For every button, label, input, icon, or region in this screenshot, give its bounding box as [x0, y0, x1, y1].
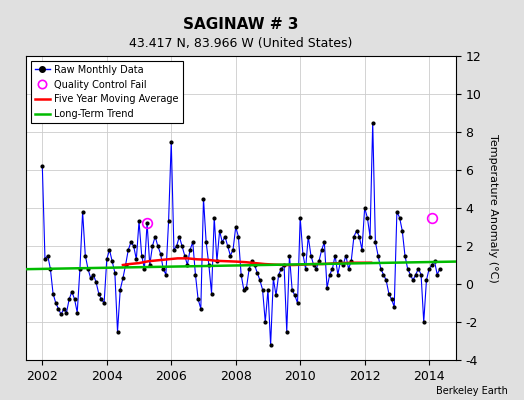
Text: SAGINAW # 3: SAGINAW # 3 — [183, 17, 299, 32]
Text: 43.417 N, 83.966 W (United States): 43.417 N, 83.966 W (United States) — [129, 37, 353, 50]
Text: Berkeley Earth: Berkeley Earth — [436, 386, 508, 396]
Y-axis label: Temperature Anomaly (°C): Temperature Anomaly (°C) — [488, 134, 498, 282]
Legend: Raw Monthly Data, Quality Control Fail, Five Year Moving Average, Long-Term Tren: Raw Monthly Data, Quality Control Fail, … — [31, 61, 183, 123]
